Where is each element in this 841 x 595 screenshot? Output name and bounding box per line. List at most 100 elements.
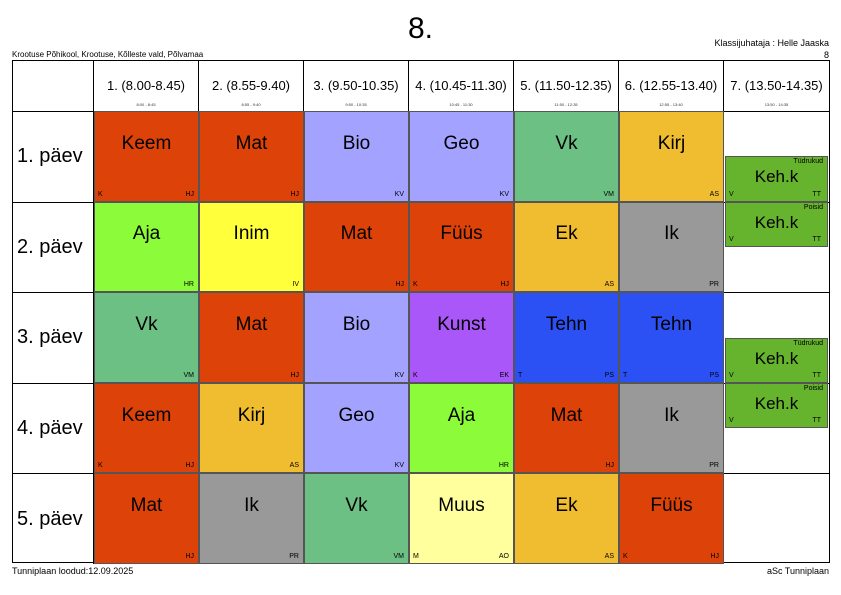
period-label: 6. (12.55-13.40) [624, 78, 718, 93]
lesson-subject: Mat [340, 223, 373, 245]
day-label: 1. päev [13, 111, 94, 202]
lesson-cell[interactable]: Ik PR [619, 201, 724, 293]
lesson-subject: Tehn [545, 314, 588, 336]
period-header: 2. (8.55-9.40) 8:55 - 9:40 [199, 61, 304, 111]
lesson-cell[interactable]: Geo KV [304, 382, 409, 474]
group-lesson-cell[interactable]: Poisid Keh.k V TT [725, 382, 828, 429]
lesson-cell[interactable]: Bio KV [304, 292, 409, 383]
lesson-subject: Keem [121, 404, 172, 426]
lesson-room: T [623, 371, 628, 379]
lesson-cell[interactable]: Keem K HJ [94, 382, 199, 474]
lesson-room: T [518, 371, 523, 379]
lesson-cell[interactable]: Füüs K HJ [409, 201, 514, 293]
lesson-room: V [729, 371, 734, 379]
lesson-cell[interactable]: Mat HJ [94, 473, 199, 564]
group-lesson-cell[interactable]: Tüdrukud Keh.k V TT [725, 337, 828, 383]
day-label: 3. päev [13, 292, 94, 383]
lesson-cell[interactable]: Mat HJ [199, 292, 304, 383]
period-time: 9:50 - 10:35 [345, 102, 367, 107]
lesson-teacher: TT [812, 190, 821, 198]
lesson-cell[interactable]: Inim IV [199, 201, 304, 293]
lesson-cell[interactable]: Ek AS [514, 201, 619, 293]
lesson-cell[interactable]: Vk VM [514, 111, 619, 202]
lesson-teacher: AS [709, 190, 719, 198]
class-teacher-sub: 8 [823, 50, 829, 60]
period-label: 1. (8.00-8.45) [106, 78, 186, 93]
lesson-cell[interactable]: Keem K HJ [94, 111, 199, 202]
lesson-subject: Geo [443, 132, 480, 154]
lesson-subject: Mat [235, 314, 268, 336]
lesson-subject: Ik [664, 404, 679, 426]
lesson-teacher: KV [394, 462, 404, 470]
created-date: Tunniplaan loodud:12.09.2025 [12, 566, 134, 576]
group-name: Poisid [803, 203, 823, 211]
lesson-teacher: HJ [290, 371, 299, 379]
class-teacher-label: Klassijuhataja : Helle Jaaska [714, 38, 829, 48]
lesson-cell[interactable]: Geo KV [409, 111, 514, 202]
period-time: 10:45 - 11:30 [449, 102, 473, 107]
day-label: 5. päev [13, 473, 94, 564]
lesson-teacher: IV [292, 281, 299, 289]
lesson-teacher: TT [812, 417, 821, 425]
lesson-subject: Mat [550, 404, 583, 426]
lesson-teacher: PR [289, 552, 299, 560]
lesson-teacher: HJ [185, 190, 194, 198]
school-name: Krootuse Põhikool, Krootuse, Kõlleste va… [12, 50, 204, 59]
period-time: 12:55 - 13:40 [659, 102, 683, 107]
lesson-subject: Keh.k [754, 167, 799, 187]
group-name: Tüdrukud [793, 339, 823, 347]
period-label: 2. (8.55-9.40) [211, 78, 291, 93]
lesson-teacher: AS [604, 552, 614, 560]
day-label: 4. päev [13, 382, 94, 474]
lesson-cell[interactable]: Vk VM [94, 292, 199, 383]
lesson-subject: Vk [135, 314, 158, 336]
lesson-cell[interactable]: Mat HJ [199, 111, 304, 202]
lesson-cell[interactable]: Mat HJ [304, 201, 409, 293]
lesson-teacher: VM [603, 190, 615, 198]
lesson-teacher: HJ [500, 281, 509, 289]
lesson-cell[interactable]: Ek AS [514, 473, 619, 564]
period-time: 8:55 - 9:40 [241, 102, 261, 107]
period-label: 5. (11.50-12.35) [520, 78, 612, 93]
lesson-cell[interactable]: Tehn T PS [619, 292, 724, 383]
group-lesson-cell[interactable]: Tüdrukud Keh.k V TT [725, 156, 828, 202]
period-time: 8:00 - 8:45 [136, 102, 156, 107]
lesson-teacher: PS [604, 371, 614, 379]
lesson-subject: Keh.k [754, 212, 799, 232]
lesson-teacher: AS [604, 281, 614, 289]
lesson-subject: Ik [664, 223, 679, 245]
lesson-cell[interactable]: Füüs K HJ [619, 473, 724, 564]
lesson-teacher: HJ [185, 462, 194, 470]
lesson-subject: Füüs [650, 495, 693, 517]
lesson-cell[interactable]: Kirj AS [199, 382, 304, 474]
lesson-cell[interactable]: Kirj AS [619, 111, 724, 202]
period-label: 4. (10.45-11.30) [415, 78, 507, 93]
lesson-cell[interactable]: Vk VM [304, 473, 409, 564]
lesson-cell[interactable]: Aja HR [94, 201, 199, 293]
lesson-cell[interactable]: Bio KV [304, 111, 409, 202]
lesson-teacher: KV [499, 190, 509, 198]
period-header: 1. (8.00-8.45) 8:00 - 8:45 [94, 61, 199, 111]
lesson-teacher: PR [709, 281, 719, 289]
lesson-teacher: KV [394, 371, 404, 379]
lesson-cell[interactable]: Aja HR [409, 382, 514, 474]
lesson-room: V [729, 190, 734, 198]
lesson-teacher: PS [709, 371, 719, 379]
lesson-cell[interactable]: Ik PR [619, 382, 724, 474]
lesson-room: M [413, 552, 419, 560]
lesson-cell[interactable]: Tehn T PS [514, 292, 619, 383]
period-time: 13:50 - 14:35 [764, 102, 789, 107]
lesson-cell[interactable]: Mat HJ [514, 382, 619, 474]
period-time: 11:50 - 12:35 [554, 102, 578, 107]
lesson-teacher: HR [498, 462, 509, 470]
lesson-subject: Mat [130, 495, 163, 517]
lesson-cell[interactable]: Ik PR [199, 473, 304, 564]
period-header: 4. (10.45-11.30) 10:45 - 11:30 [409, 61, 514, 111]
lesson-subject: Aja [132, 223, 161, 245]
lesson-cell[interactable]: Muus M AO [409, 473, 514, 564]
lesson-room: K [413, 281, 418, 289]
group-lesson-cell[interactable]: Poisid Keh.k V TT [725, 201, 828, 247]
lesson-cell[interactable]: Kunst K EK [409, 292, 514, 383]
lesson-subject: Ik [244, 495, 259, 517]
day-label: 2. päev [13, 201, 94, 293]
